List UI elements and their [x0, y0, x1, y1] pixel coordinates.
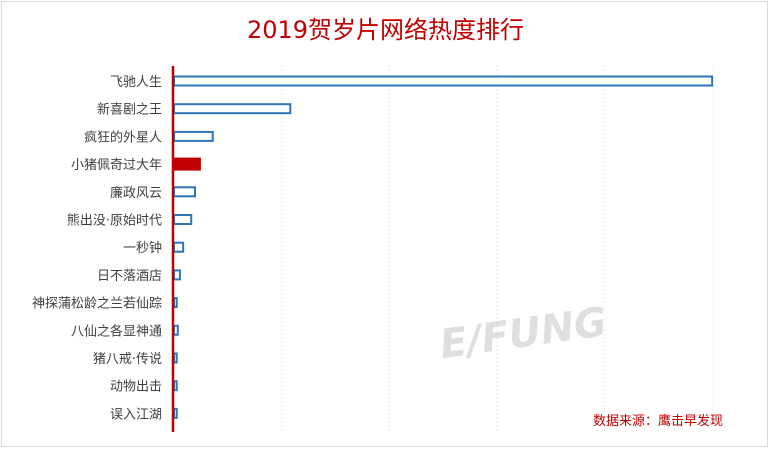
- bar: [173, 324, 179, 336]
- category-label: 疯狂的外星人: [84, 129, 162, 145]
- category-label: 新喜剧之王: [97, 102, 162, 118]
- bar: [173, 75, 714, 87]
- gridlines: [281, 66, 713, 432]
- bar: [173, 352, 178, 364]
- category-label: 熊出没·原始时代: [67, 213, 162, 229]
- bar: [174, 157, 201, 171]
- bar: [173, 186, 196, 198]
- category-label: 动物出击: [110, 380, 162, 395]
- bar: [173, 214, 193, 225]
- category-labels: 飞驰人生新喜剧之王疯狂的外星人小猪佩奇过大年廉政风云熊出没·原始时代一秒钟日不落…: [32, 75, 162, 422]
- bar: [173, 130, 214, 142]
- category-label: 日不落酒店: [97, 269, 162, 284]
- bar: [173, 269, 181, 281]
- chart-title: 2019贺岁片网络热度排行: [246, 16, 525, 44]
- data-source-note: 数据来源：鹰击早发现: [592, 414, 723, 429]
- category-label: 误入江湖: [110, 407, 162, 422]
- bar: [173, 297, 178, 309]
- category-label: 飞驰人生: [110, 75, 162, 90]
- category-label: 廉政风云: [110, 185, 162, 201]
- watermark-logo: E/FUNG: [437, 299, 610, 368]
- category-label: 一秒钟: [123, 240, 162, 256]
- bar: [173, 241, 185, 253]
- category-label: 猪八戒·传说: [93, 352, 162, 367]
- svg-text:E/FUNG: E/FUNG: [437, 299, 610, 368]
- category-label: 神探蒲松龄之兰若仙踪: [32, 296, 162, 312]
- bar: [173, 103, 292, 115]
- category-label: 八仙之各显神通: [71, 323, 162, 339]
- category-label: 小猪佩奇过大年: [71, 157, 162, 173]
- bar: [173, 380, 178, 392]
- bar: [173, 407, 178, 419]
